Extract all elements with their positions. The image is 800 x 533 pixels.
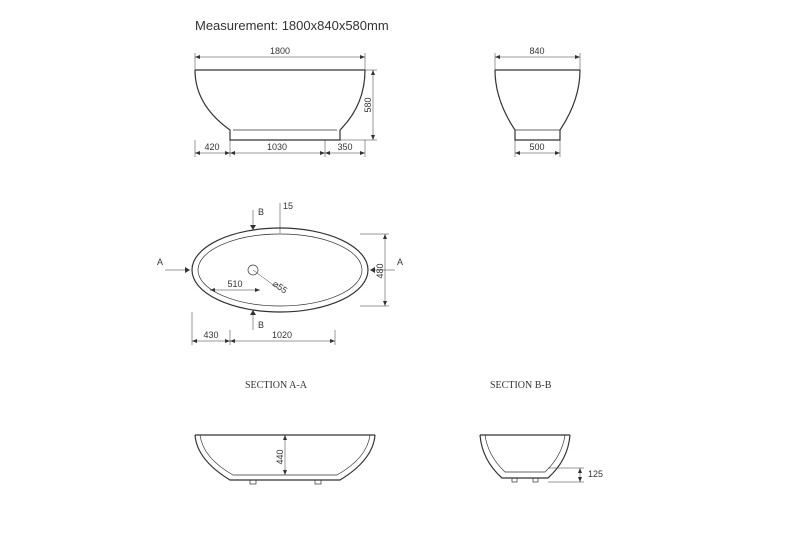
svg-text:350: 350: [337, 142, 352, 152]
front-elevation: 1800 580 420 1030 350: [165, 45, 395, 165]
svg-text:1030: 1030: [267, 142, 287, 152]
plan-view: A A B B 15 480 ⌀55 510 430 1020: [145, 195, 425, 355]
svg-text:15: 15: [283, 201, 293, 211]
svg-text:B: B: [258, 207, 264, 217]
page-title: Measurement: 1800x840x580mm: [195, 18, 389, 33]
svg-text:500: 500: [529, 142, 544, 152]
section-aa: 440: [175, 420, 395, 500]
section-bb: 125: [460, 420, 620, 500]
svg-text:⌀55: ⌀55: [271, 278, 289, 295]
svg-text:A: A: [157, 257, 163, 267]
svg-text:440: 440: [275, 449, 285, 464]
svg-text:420: 420: [204, 142, 219, 152]
svg-text:B: B: [258, 320, 264, 330]
svg-text:1020: 1020: [272, 330, 292, 340]
svg-text:840: 840: [529, 46, 544, 56]
section-bb-label: SECTION B-B: [490, 380, 551, 391]
svg-text:A: A: [397, 257, 403, 267]
side-elevation: 840 500: [470, 45, 610, 165]
svg-text:580: 580: [363, 97, 373, 112]
section-aa-label: SECTION A-A: [245, 380, 307, 391]
svg-text:480: 480: [375, 263, 385, 278]
svg-text:510: 510: [227, 279, 242, 289]
svg-text:125: 125: [588, 469, 603, 479]
svg-text:1800: 1800: [270, 46, 290, 56]
svg-text:430: 430: [203, 330, 218, 340]
